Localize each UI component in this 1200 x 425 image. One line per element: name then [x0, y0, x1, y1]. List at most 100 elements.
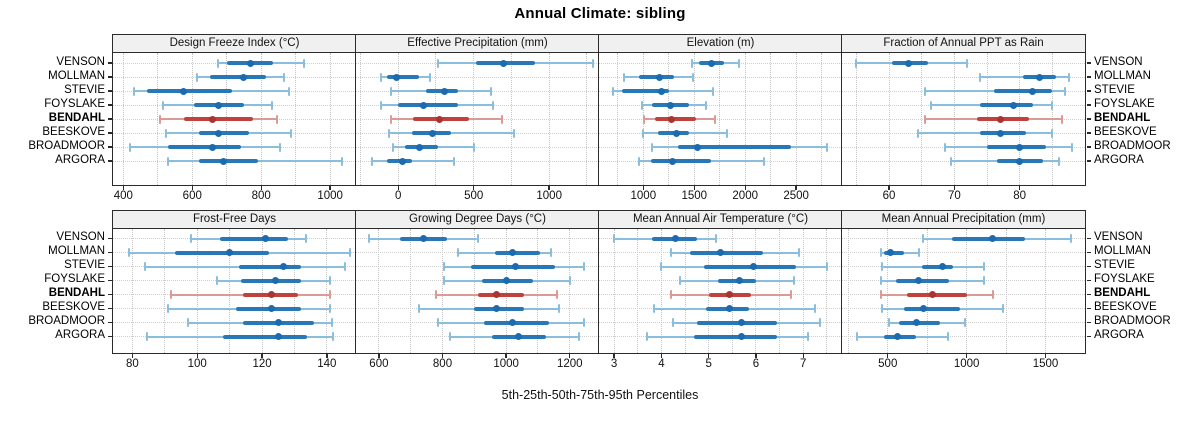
range-end-cap	[215, 276, 218, 285]
interquartile-bar	[951, 236, 1026, 241]
median-dot	[996, 129, 1004, 137]
median-dot	[271, 277, 279, 284]
site-label-right: BEESKOVE	[1094, 125, 1157, 138]
panel-plot-area	[113, 53, 356, 185]
range-end-cap	[304, 234, 307, 243]
median-dot	[500, 59, 508, 67]
range-end-cap	[917, 128, 920, 138]
vertical-gridline	[1045, 229, 1047, 353]
median-dot	[419, 235, 427, 242]
panel-strip-title: Elevation (m)	[599, 35, 842, 53]
row-axis-tick	[108, 132, 112, 134]
median-dot	[929, 291, 937, 298]
vertical-gridline	[926, 229, 928, 353]
range-end-cap	[282, 72, 285, 82]
panel-plot-area	[356, 53, 599, 185]
range-end-cap	[449, 332, 452, 341]
row-axis-tick	[1087, 146, 1091, 148]
range-end-cap	[436, 318, 439, 327]
interquartile-bar	[696, 320, 778, 325]
median-dot	[261, 235, 269, 242]
site-label-left: BENDAHL	[48, 287, 105, 300]
range-end-cap	[583, 262, 586, 271]
median-dot	[919, 305, 927, 312]
median-dot	[209, 143, 217, 151]
median-dot	[428, 129, 436, 137]
x-tick-mark	[261, 353, 263, 358]
range-end-cap	[691, 58, 694, 68]
median-dot	[219, 157, 227, 165]
row-guide-line	[356, 146, 599, 148]
range-end-cap	[591, 58, 594, 68]
vertical-gridline	[131, 229, 133, 353]
vertical-gridline	[410, 229, 412, 353]
range-end-cap	[583, 318, 586, 327]
vertical-gridline	[569, 229, 571, 353]
site-label-right: FOYSLAKE	[1094, 97, 1155, 110]
median-dot	[735, 277, 743, 284]
range-end-cap	[1064, 86, 1067, 96]
range-end-cap	[1001, 304, 1004, 313]
median-dot	[658, 87, 666, 95]
range-end-cap	[922, 234, 925, 243]
x-tick-mark	[887, 353, 889, 358]
vertical-gridline	[196, 229, 198, 353]
median-dot	[508, 249, 516, 256]
x-tick-label: 1000	[953, 357, 980, 370]
range-end-cap	[704, 100, 707, 110]
row-axis-tick	[108, 160, 112, 162]
median-dot	[939, 263, 947, 270]
x-tick-label: 70	[947, 189, 961, 202]
x-tick-mark	[953, 185, 956, 190]
row-axis-tick	[1087, 293, 1091, 296]
median-dot	[274, 333, 282, 340]
median-dot	[515, 333, 523, 340]
panel-strip-title: Effective Precipitation (mm)	[356, 35, 599, 53]
range-end-cap	[650, 142, 653, 152]
x-tick-label: 1000	[493, 357, 519, 370]
interquartile-bar	[654, 117, 696, 121]
site-label-left: VENSON	[56, 231, 105, 244]
vertical-gridline	[660, 229, 662, 353]
row-axis-tick	[1087, 237, 1091, 240]
panel-strip-title: Design Freeze Index (°C)	[113, 35, 356, 53]
interquartile-bar	[903, 306, 961, 311]
row-axis-tick	[108, 118, 112, 120]
range-end-cap	[144, 262, 147, 271]
x-tick-label: 400	[113, 189, 133, 202]
median-dot	[419, 101, 427, 109]
interquartile-bar	[657, 131, 690, 135]
range-end-cap	[568, 276, 571, 285]
median-dot	[655, 73, 663, 81]
row-guide-line	[599, 104, 842, 106]
site-label-left: BROADMOOR	[28, 139, 105, 152]
row-axis-tick	[1087, 265, 1091, 268]
x-tick-mark	[1018, 185, 1021, 190]
x-tick-label: 1000	[317, 189, 343, 202]
site-label-left: BROADMOOR	[28, 315, 105, 328]
range-end-cap	[289, 128, 292, 138]
row-axis-tick	[108, 104, 112, 106]
panel-x-axis: 600 800 1000 1200	[356, 353, 599, 376]
median-dot	[717, 249, 724, 256]
range-end-cap	[669, 248, 672, 257]
median-dot	[989, 235, 997, 242]
interquartile-bar	[183, 117, 253, 121]
panel-strip-title: Fraction of Annual PPT as Rain	[842, 35, 1085, 53]
row-axis-tick	[1087, 62, 1091, 64]
row-axis-tick	[108, 251, 112, 254]
median-dot	[726, 305, 734, 312]
range-end-cap	[1057, 156, 1060, 166]
range-end-cap	[855, 58, 858, 68]
range-end-cap	[641, 128, 644, 138]
panel-plot-area	[842, 53, 1085, 185]
range-end-cap	[196, 72, 199, 82]
vertical-gridline	[293, 229, 295, 353]
range-end-cap	[457, 248, 460, 257]
x-tick-label: 4	[658, 357, 665, 370]
range-end-cap	[129, 142, 132, 152]
x-tick-label: 7	[800, 357, 807, 370]
row-axis-tick	[1087, 104, 1091, 106]
panel-x-axis: 80 100 120 140	[113, 353, 356, 376]
site-label-left: MOLLMAN	[48, 245, 105, 258]
